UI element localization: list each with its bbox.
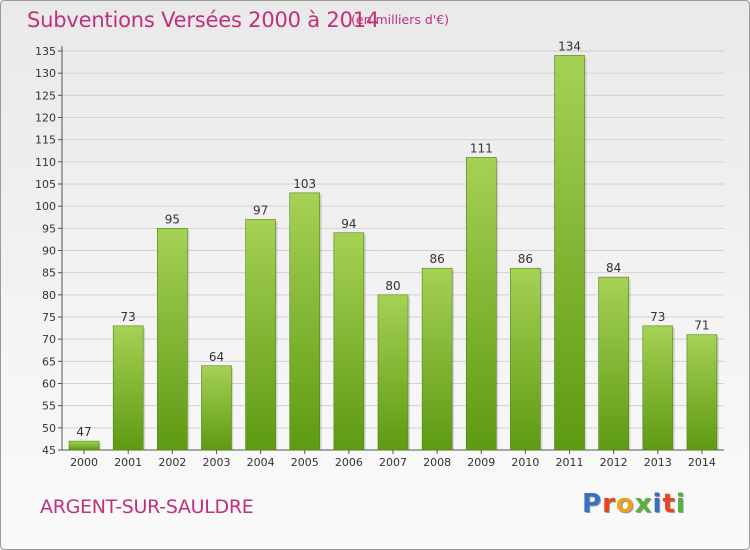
y-tick-label: 70 bbox=[42, 333, 56, 346]
y-tick-label: 120 bbox=[35, 112, 56, 125]
logo-letter: o bbox=[615, 489, 635, 519]
x-tick-label: 2004 bbox=[247, 456, 275, 469]
x-tick-label: 2011 bbox=[556, 456, 584, 469]
bar bbox=[112, 325, 144, 451]
data-label: 103 bbox=[293, 177, 316, 191]
data-label: 73 bbox=[121, 310, 136, 324]
bar bbox=[510, 267, 541, 451]
x-tick-label: 2005 bbox=[291, 456, 319, 469]
data-label: 84 bbox=[606, 261, 621, 275]
data-label: 95 bbox=[165, 212, 180, 226]
y-tick-label: 50 bbox=[42, 422, 56, 435]
x-tick-label: 2012 bbox=[600, 456, 628, 469]
bar bbox=[333, 232, 365, 451]
data-label: 71 bbox=[694, 319, 709, 333]
x-tick-label: 2007 bbox=[379, 456, 407, 469]
bar bbox=[686, 334, 718, 451]
data-label: 111 bbox=[470, 141, 493, 155]
x-tick-label: 2006 bbox=[335, 456, 363, 469]
y-tick-label: 125 bbox=[35, 89, 56, 102]
x-tick-label: 2013 bbox=[644, 456, 672, 469]
x-tick-labels: 2000 2001 2002 2003 2004 2005 2006 2007 2008 2009… bbox=[70, 450, 716, 469]
y-tick-label: 95 bbox=[42, 222, 56, 235]
bar bbox=[598, 276, 629, 451]
town-name: ARGENT-SUR-SAULDRE bbox=[40, 496, 254, 518]
bar bbox=[421, 267, 453, 451]
logo-letter: x bbox=[634, 489, 653, 519]
data-label: 64 bbox=[209, 350, 224, 364]
proxiti-logo: Proxiti bbox=[582, 489, 686, 519]
y-tick-label: 85 bbox=[42, 267, 56, 280]
y-tick-label: 45 bbox=[42, 444, 56, 457]
data-label: 97 bbox=[253, 203, 268, 217]
data-label: 73 bbox=[650, 310, 665, 324]
chart-title: Subventions Versées 2000 à 2014 bbox=[27, 8, 380, 32]
x-tick-label: 2002 bbox=[158, 456, 186, 469]
x-tick-label: 2009 bbox=[467, 456, 495, 469]
logo-letter: r bbox=[602, 489, 616, 519]
y-tick-label: 65 bbox=[42, 355, 56, 368]
y-tick-label: 60 bbox=[42, 378, 56, 391]
data-label: 47 bbox=[76, 425, 91, 439]
bar bbox=[554, 55, 585, 451]
logo-letter: t bbox=[662, 489, 676, 519]
data-label: 86 bbox=[429, 252, 444, 266]
bar bbox=[201, 365, 232, 451]
x-tick-label: 2014 bbox=[688, 456, 716, 469]
x-tick-label: 2003 bbox=[202, 456, 230, 469]
bar bbox=[68, 440, 100, 451]
x-tick-label: 2010 bbox=[511, 456, 539, 469]
x-tick-label: 2000 bbox=[70, 456, 98, 469]
y-tick-label: 135 bbox=[35, 45, 56, 58]
y-tick-label: 75 bbox=[42, 311, 56, 324]
y-tick-label: 115 bbox=[35, 134, 56, 147]
logo-letter: i bbox=[675, 489, 686, 519]
data-label: 80 bbox=[385, 279, 400, 293]
bar bbox=[289, 192, 321, 451]
logo-letter: i bbox=[652, 489, 663, 519]
y-tick-label: 110 bbox=[35, 156, 56, 169]
bar bbox=[377, 294, 409, 451]
logo-letter: P bbox=[582, 489, 603, 519]
y-tick-label: 100 bbox=[35, 200, 56, 213]
y-tick-label: 90 bbox=[42, 245, 56, 258]
y-tick-label: 130 bbox=[35, 67, 56, 80]
data-labels: 47 73 95 64 97 103 94 80 86 111 86 134 84 73 71 bbox=[76, 39, 709, 439]
bar bbox=[465, 157, 497, 451]
y-tick-label: 55 bbox=[42, 400, 56, 413]
x-tick-label: 2001 bbox=[114, 456, 142, 469]
y-tick-label: 105 bbox=[35, 178, 56, 191]
data-label: 86 bbox=[518, 252, 533, 266]
y-tick-labels: 45 50 55 60 65 70 75 80 85 90 95 100 105 110 115 120 125… bbox=[35, 45, 56, 457]
unit-note: (en milliers d'€) bbox=[351, 12, 450, 27]
y-tick-label: 80 bbox=[42, 289, 56, 302]
x-tick-label: 2008 bbox=[423, 456, 451, 469]
bars bbox=[68, 55, 719, 451]
data-label: 94 bbox=[341, 217, 356, 231]
bar bbox=[157, 228, 188, 451]
data-label: 134 bbox=[558, 39, 581, 53]
bar bbox=[245, 219, 276, 451]
bar bbox=[642, 325, 674, 451]
